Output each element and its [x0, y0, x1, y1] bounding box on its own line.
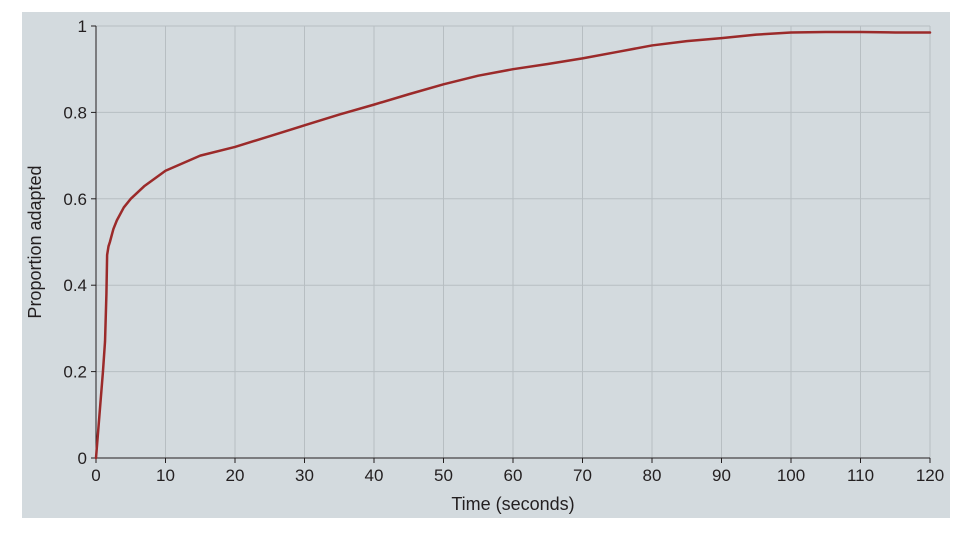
x-tick-label: 0 — [91, 466, 100, 485]
x-tick-label: 100 — [777, 466, 805, 485]
y-tick-label: 0.8 — [63, 103, 87, 122]
series-line — [94, 30, 932, 460]
y-tick-label: 0.4 — [63, 276, 87, 295]
ticks: 0 10 20 30 40 50 60 70 80 90 100 110 120 0 0.2 0.4 0.6 0.… — [63, 17, 944, 485]
x-tick-label: 110 — [847, 466, 874, 485]
grid — [96, 25, 931, 458]
x-tick-label: 90 — [712, 466, 731, 485]
x-tick-label: 50 — [434, 466, 453, 485]
x-tick-label: 40 — [365, 466, 384, 485]
x-tick-label: 70 — [573, 466, 592, 485]
y-axis-title: Proportion adapted — [25, 165, 45, 318]
x-tick-label: 60 — [504, 466, 523, 485]
x-tick-label: 80 — [643, 466, 662, 485]
y-tick-label: 0.2 — [63, 363, 87, 382]
y-tick-label: 1 — [78, 17, 87, 36]
y-tick-label: 0.6 — [63, 190, 87, 209]
x-tick-label: 30 — [295, 466, 314, 485]
series — [94, 30, 932, 460]
x-tick-label: 10 — [156, 466, 175, 485]
x-tick-label: 120 — [916, 466, 944, 485]
chart-panel-background — [22, 12, 950, 518]
x-axis-title: Time (seconds) — [451, 494, 574, 514]
x-tick-label: 20 — [226, 466, 245, 485]
y-tick-label: 0 — [78, 449, 87, 468]
